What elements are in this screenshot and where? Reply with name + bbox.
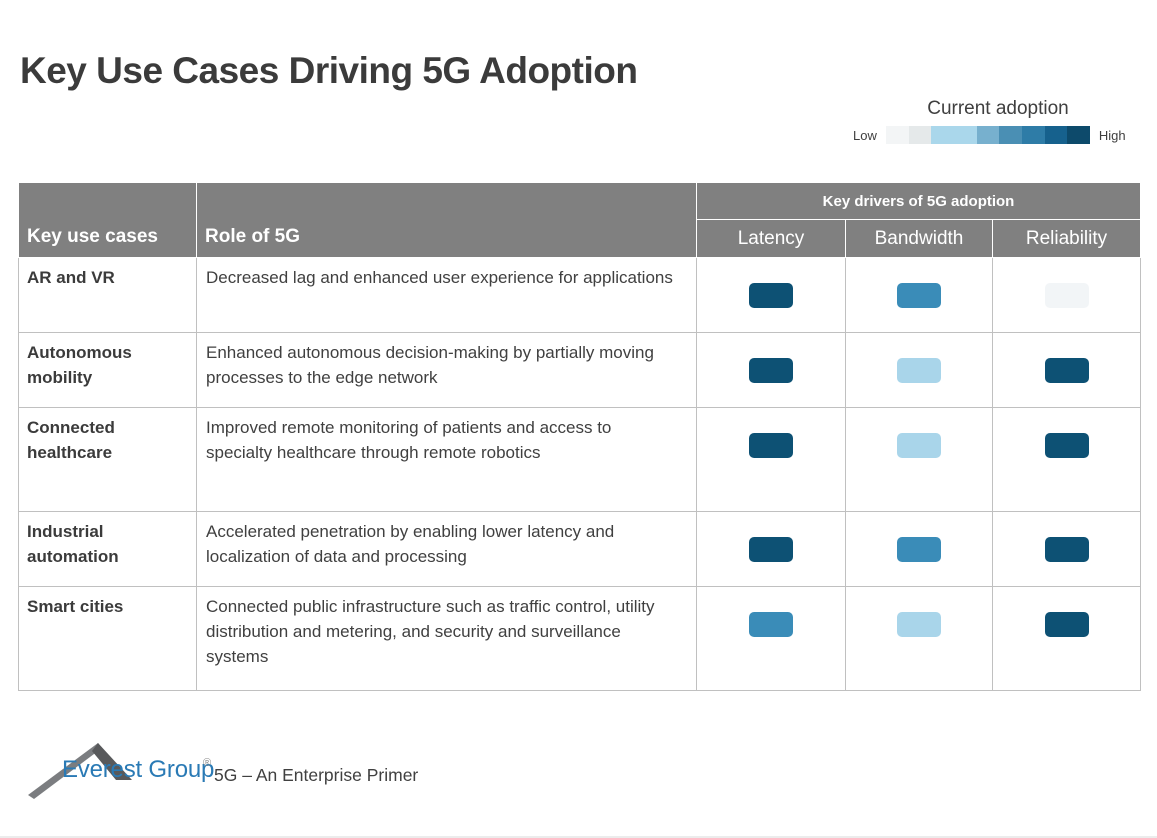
adoption-swatch (749, 537, 793, 562)
reliability-cell (991, 257, 1142, 333)
role-cell: Improved remote monitoring of patients a… (196, 407, 697, 512)
use-case-cell: AR and VR (18, 257, 197, 333)
adoption-swatch (1044, 537, 1089, 562)
adoption-scale-segment (953, 126, 977, 144)
adoption-scale-segment (1067, 126, 1090, 144)
use-case-cell: Autonomous mobility (18, 332, 197, 408)
latency-cell (696, 586, 846, 691)
everest-group-logo-icon (28, 743, 132, 799)
role-cell: Decreased lag and enhanced user experien… (196, 257, 697, 333)
adoption-swatch (749, 283, 793, 308)
adoption-swatch (897, 358, 941, 383)
legend-low-label: Low (853, 127, 877, 143)
footer: Everest Group ® 5G – An Enterprise Prime… (0, 735, 600, 805)
bandwidth-cell (845, 332, 993, 408)
adoption-scale-segment (1044, 126, 1068, 144)
use-case-cell: Smart cities (18, 586, 197, 691)
reliability-cell (991, 407, 1142, 512)
header-bandwidth: Bandwidth (845, 219, 993, 258)
reliability-cell (991, 332, 1142, 408)
adoption-swatch (749, 433, 793, 458)
adoption-scale-segment (999, 126, 1022, 144)
table-row: Autonomous mobility Enhanced autonomous … (18, 332, 1142, 408)
adoption-swatch (897, 537, 941, 562)
latency-cell (696, 407, 846, 512)
use-case-cell: Industrial automation (18, 511, 197, 587)
adoption-scale-segment (908, 126, 932, 144)
bandwidth-cell (845, 257, 993, 333)
bandwidth-cell (845, 407, 993, 512)
bandwidth-cell (845, 586, 993, 691)
adoption-scale-segment (931, 126, 954, 144)
adoption-swatch (897, 283, 941, 308)
table-row: Industrial automation Accelerated penetr… (18, 511, 1142, 587)
legend-title: Current adoption (927, 98, 1069, 119)
adoption-swatch (897, 433, 941, 458)
use-case-cell: Connected healthcare (18, 407, 197, 512)
table-row: AR and VR Decreased lag and enhanced use… (18, 257, 1142, 333)
adoption-scale-segment (885, 126, 909, 144)
latency-cell (696, 511, 846, 587)
role-cell: Enhanced autonomous decision-making by p… (196, 332, 697, 408)
bandwidth-cell (845, 511, 993, 587)
header-latency: Latency (696, 219, 846, 258)
header-drivers-group: Key drivers of 5G adoption (695, 182, 1142, 220)
adoption-swatch (1044, 433, 1089, 458)
adoption-scale-segment (976, 126, 1000, 144)
adoption-legend: Current adoption Low High (853, 98, 1143, 144)
role-cell: Accelerated penetration by enabling lowe… (196, 511, 697, 587)
adoption-swatch (1044, 612, 1089, 637)
adoption-swatch (749, 358, 793, 383)
page-title: Key Use Cases Driving 5G Adoption (20, 50, 638, 91)
header-reliability: Reliability (991, 219, 1142, 258)
reliability-cell (991, 586, 1142, 691)
latency-cell (696, 257, 846, 333)
adoption-swatch (897, 612, 941, 637)
table-header: Key use cases Role of 5G Key drivers of … (18, 182, 1142, 258)
reliability-cell (991, 511, 1142, 587)
table-row: Smart cities Connected public infrastruc… (18, 586, 1142, 691)
adoption-scale-segment (1021, 126, 1045, 144)
registered-mark: ® (203, 757, 212, 769)
header-role-of-5g: Role of 5G (196, 182, 697, 258)
adoption-scale (885, 126, 1090, 144)
latency-cell (696, 332, 846, 408)
legend-scale-row: Low High (853, 126, 1143, 144)
legend-high-label: High (1098, 127, 1126, 143)
use-cases-table: Key use cases Role of 5G Key drivers of … (18, 182, 1142, 691)
role-cell: Connected public infrastructure such as … (196, 586, 697, 691)
table-row: Connected healthcare Improved remote mon… (18, 407, 1142, 512)
adoption-swatch (1044, 283, 1089, 308)
report-tagline: 5G – An Enterprise Primer (214, 765, 419, 785)
adoption-swatch (1044, 358, 1089, 383)
adoption-swatch (749, 612, 793, 637)
brand-name: Everest Group (62, 756, 215, 783)
header-key-use-cases: Key use cases (18, 182, 197, 258)
